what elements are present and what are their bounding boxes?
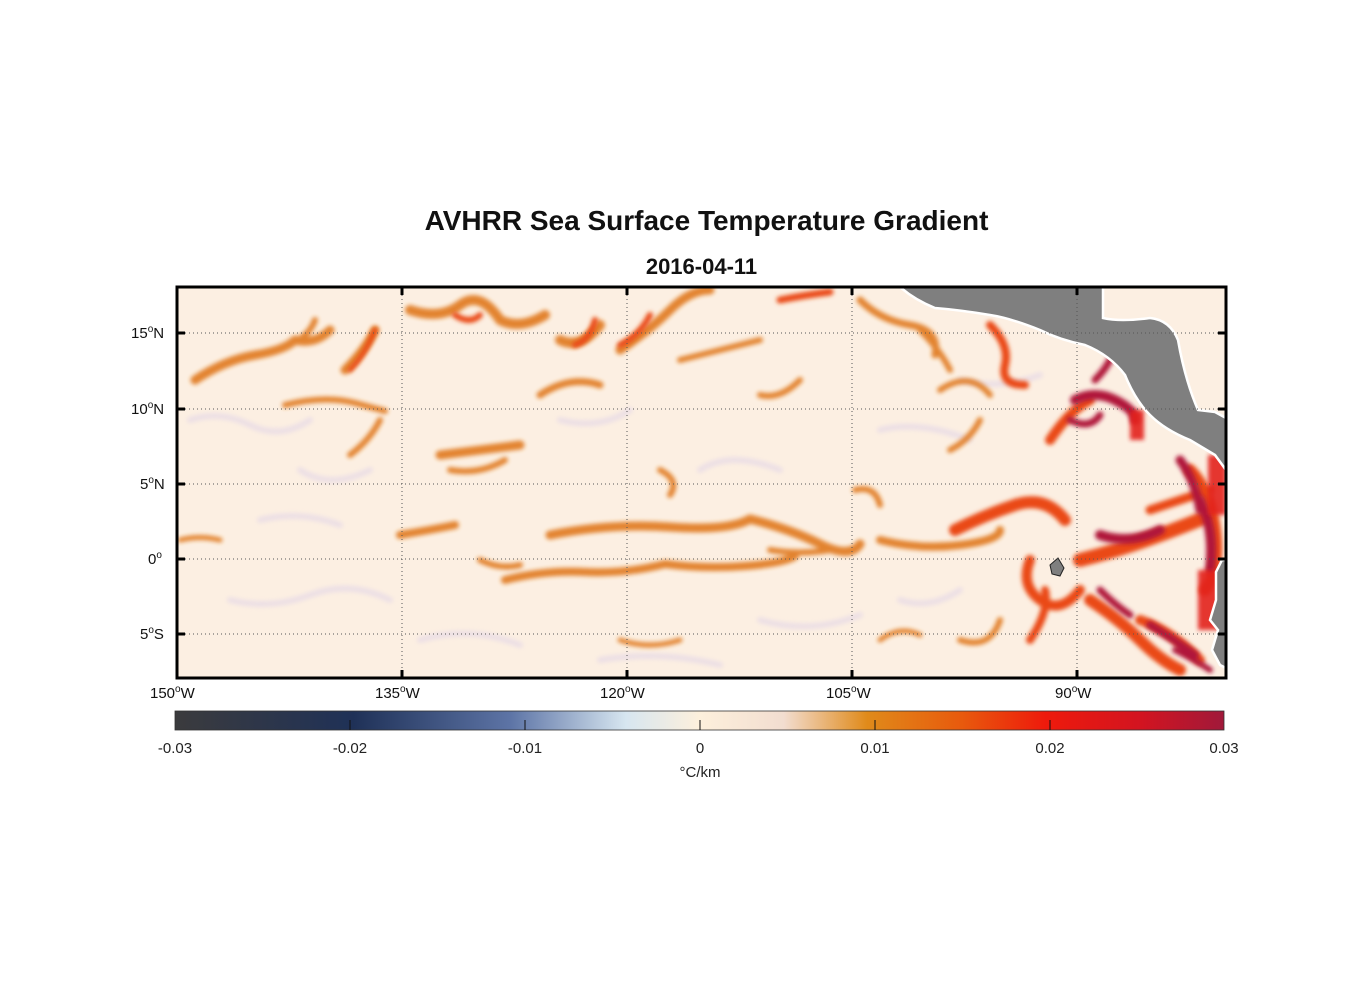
lat-label-0: 0o: [148, 550, 162, 568]
graticule: [177, 287, 1226, 678]
lon-label-120w: 120oW: [600, 684, 645, 702]
central-america-land: [898, 287, 1226, 473]
colorbar-tick-label: 0.01: [860, 740, 890, 757]
lon-label-90w: 90oW: [1055, 684, 1092, 702]
map-ticks: [177, 287, 1226, 678]
lat-label-5s: 5oS: [140, 625, 164, 643]
colorbar-ticks: [349, 720, 1051, 730]
colorbar-tick-label: 0.02: [1035, 740, 1065, 757]
colorbar-tick-label: 0.03: [1209, 740, 1239, 757]
colorbar-unit-label: °C/km: [679, 764, 721, 781]
map-title: AVHRR Sea Surface Temperature Gradient: [424, 205, 989, 236]
map-date-subtitle: 2016-04-11: [645, 254, 758, 279]
lat-label-5n: 5oN: [140, 475, 165, 493]
galapagos-land: [1049, 557, 1065, 577]
south-america-land: [1208, 558, 1226, 670]
lon-label-150w: 150oW: [150, 684, 195, 702]
colorbar-tick-label: -0.03: [157, 740, 193, 757]
colorbar-tick-label: -0.01: [507, 740, 543, 757]
lon-label-135w: 135oW: [375, 684, 420, 702]
colorbar-tick-label: -0.02: [332, 740, 368, 757]
lat-label-10n: 10oN: [131, 400, 165, 418]
lat-label-15n: 15oN: [131, 324, 165, 342]
colorbar-tick-label: 0: [695, 740, 705, 757]
lon-label-105w: 105oW: [826, 684, 871, 702]
